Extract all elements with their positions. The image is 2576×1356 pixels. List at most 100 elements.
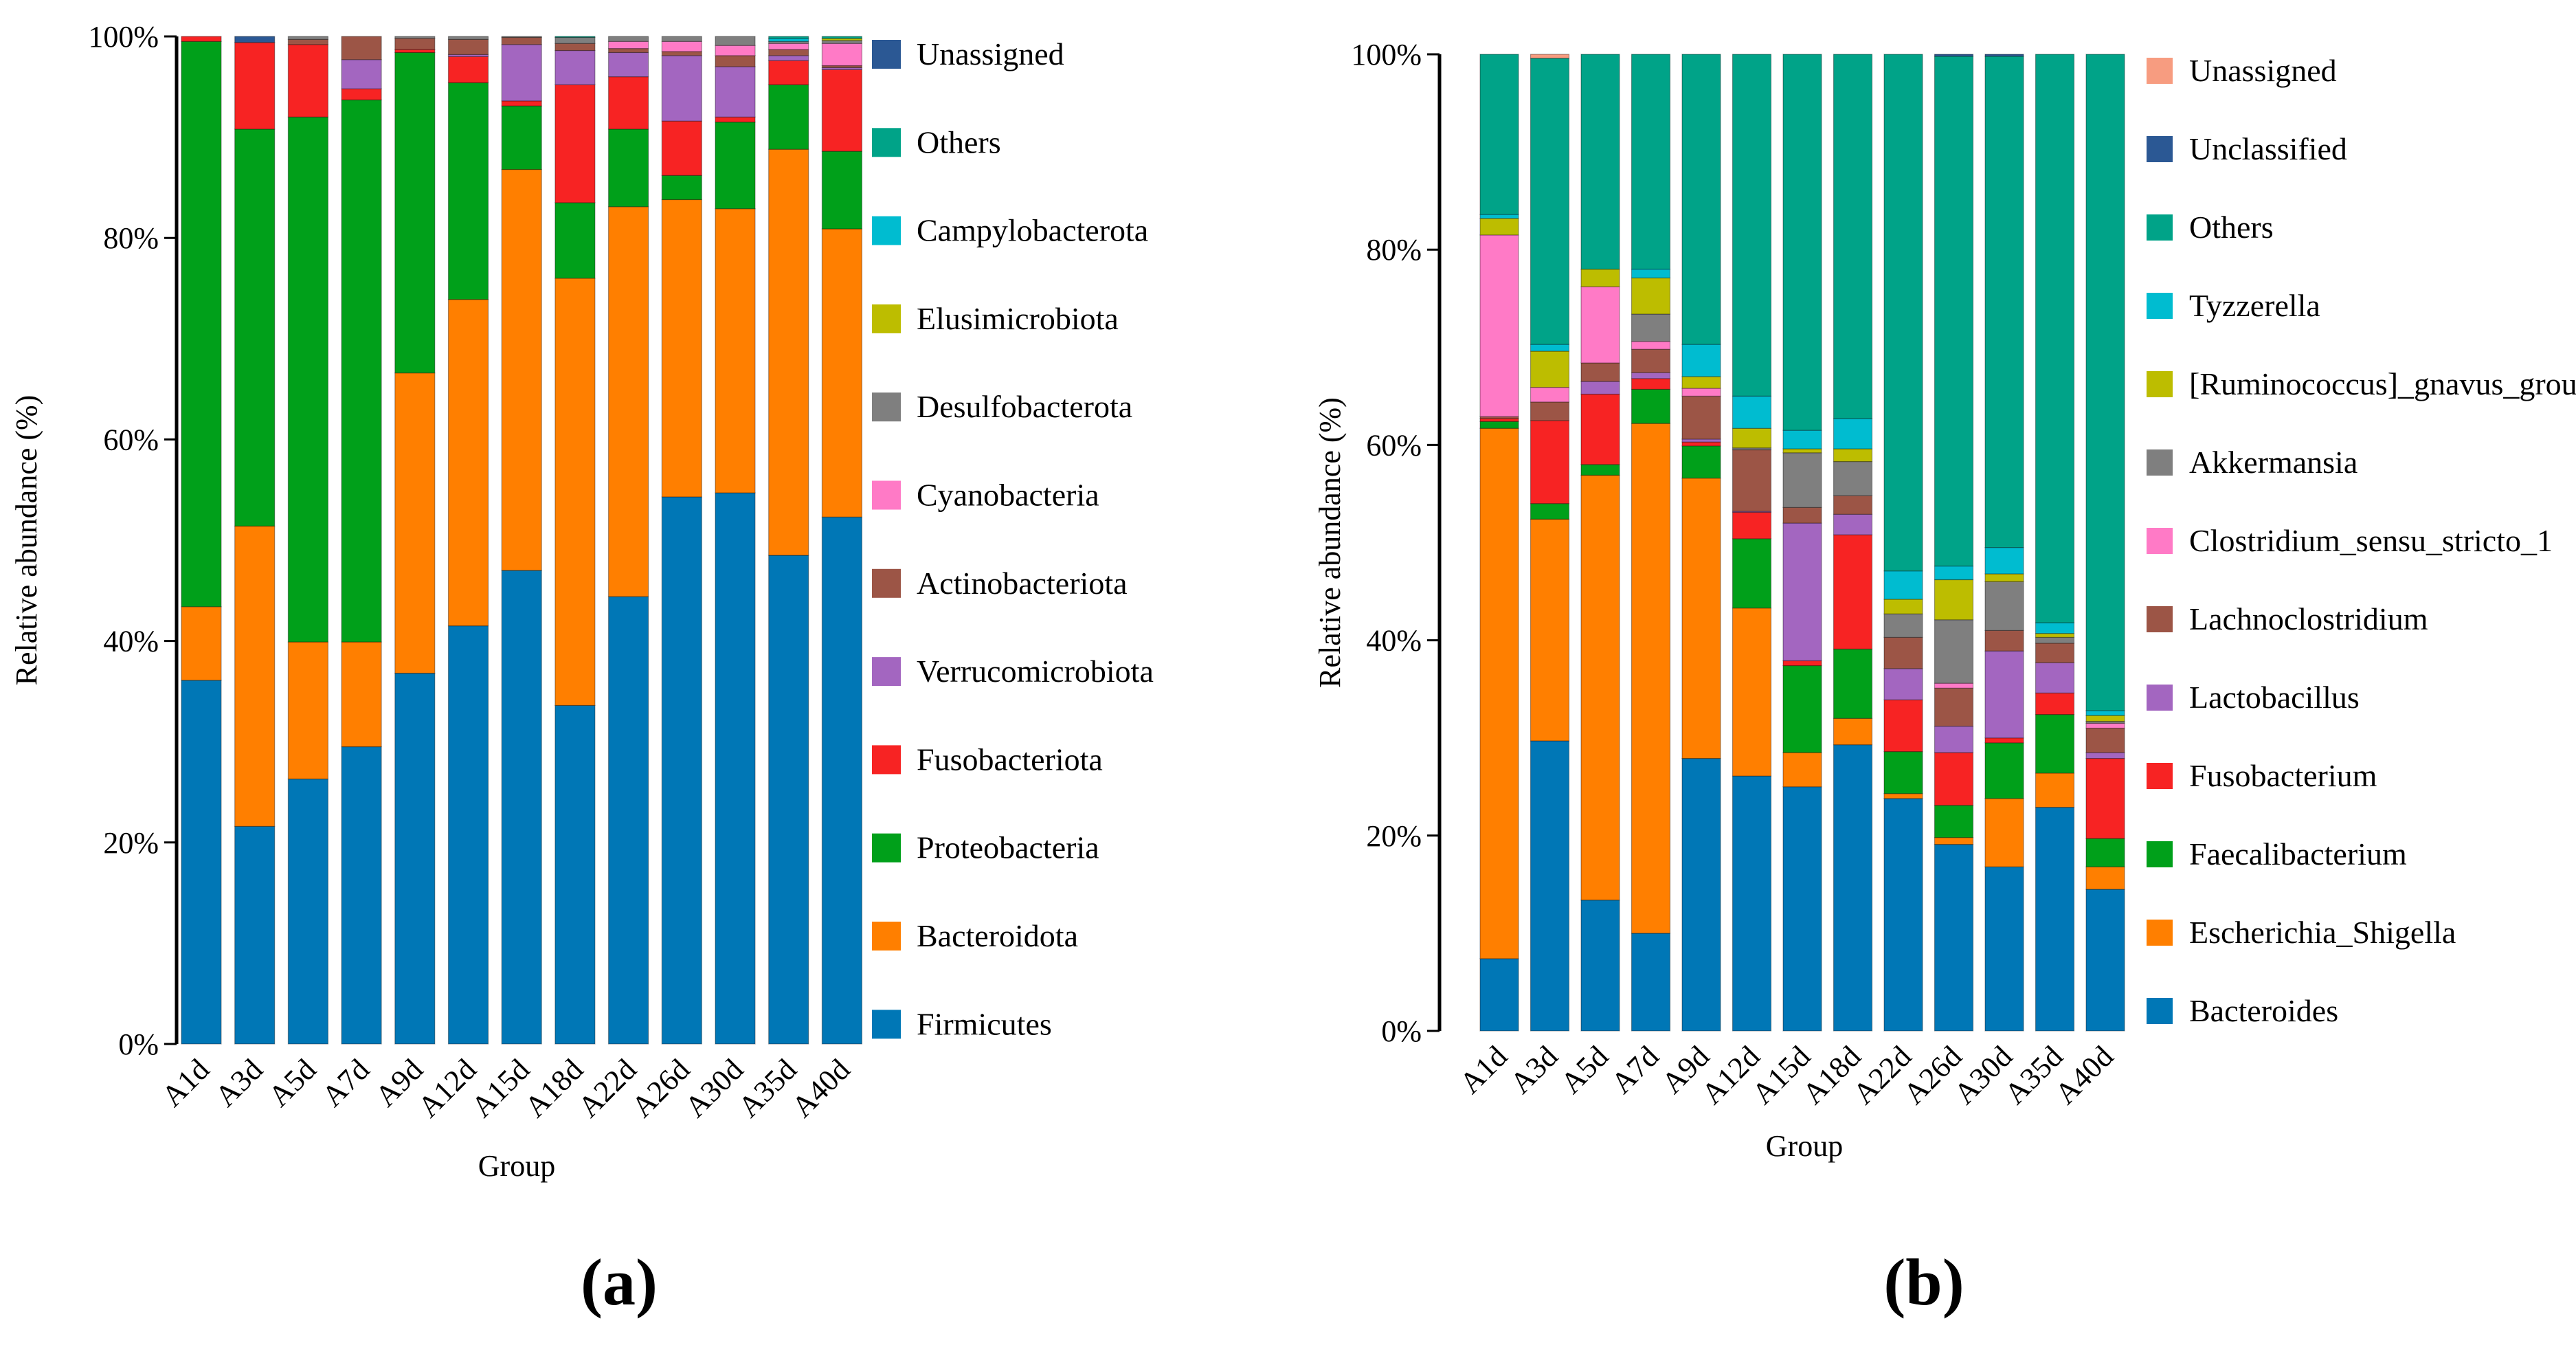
- bar-segment-proteobacteria: [768, 84, 809, 150]
- bar-segment-escherichia-shigella: [1681, 478, 1721, 759]
- bar-segment-bacteroidota: [555, 278, 596, 707]
- bar-segment-akkermansia: [1883, 613, 1923, 638]
- y-tick-label: 40%: [1366, 624, 1422, 658]
- bar-segment-others: [1833, 54, 1873, 419]
- legend-item: Desulfobacterota: [872, 389, 1132, 424]
- x-tick-label: A30d: [1947, 1039, 2019, 1111]
- bar-segment-proteobacteria: [607, 129, 649, 208]
- bar-segment-clostridium-sensu-stricto-1: [1934, 682, 1974, 689]
- x-tick-label: A26d: [1897, 1039, 1969, 1111]
- bar-segment--ruminococcus-gnavus-group: [1530, 351, 1570, 388]
- bar-segment-proteobacteria: [394, 52, 436, 374]
- bar-segment-fusobacterium: [1934, 752, 1974, 806]
- bar-segment-firmicutes: [607, 596, 649, 1045]
- x-tick-label: A7d: [1604, 1039, 1665, 1100]
- bar-segment-tyzzerella: [1934, 566, 1974, 581]
- bar-segment-bacteroidota: [607, 206, 649, 597]
- x-tick-label: A3d: [209, 1052, 269, 1113]
- bar-segment-escherichia-shigella: [1580, 474, 1620, 901]
- legend-label: Bacteroides: [2189, 993, 2338, 1028]
- bar-segment-bacteroidota: [661, 199, 702, 498]
- legend-item: Unclassified: [2147, 131, 2347, 166]
- bar-segment-fusobacteriota: [768, 60, 809, 85]
- bar-segment-actinobacteriota: [447, 38, 489, 55]
- bar-segment-others: [1681, 54, 1721, 345]
- bar-segment-tyzzerella: [1782, 430, 1822, 449]
- y-tick-label: 60%: [1366, 428, 1422, 462]
- x-axis-label: Group: [478, 1149, 555, 1183]
- legend-label: Fusobacteriota: [917, 742, 1103, 777]
- bar-segment-lachnoclostridium: [1580, 362, 1620, 382]
- bar-segment--ruminococcus-gnavus-group: [2035, 633, 2075, 638]
- stacked-bar: [447, 36, 489, 1045]
- bar-segment-escherichia-shigella: [1984, 798, 2024, 867]
- legend-swatch: [872, 128, 901, 157]
- x-tick-label: A15d: [1745, 1039, 1817, 1111]
- bar-segment-fusobacterium: [1732, 511, 1772, 540]
- bar-segment-firmicutes: [447, 625, 489, 1045]
- bar-segment-lachnoclostridium: [1833, 495, 1873, 515]
- legend-item: Firmicutes: [872, 1006, 1052, 1041]
- legend-label: Bacteroidota: [917, 918, 1078, 953]
- bar-segment-verrucomicrobiota: [555, 49, 596, 85]
- bar-segment-unclassified: [1984, 54, 2024, 57]
- bar-segment-bacteroides: [2085, 889, 2125, 1032]
- legend-item: Verrucomicrobiota: [872, 654, 1154, 689]
- legend-swatch: [872, 745, 901, 775]
- bar-segment-faecalibacterium: [1782, 665, 1822, 753]
- legend-label: Clostridium_sensu_stricto_1: [2189, 523, 2553, 558]
- y-axis-label: Relative abundance (%): [10, 395, 43, 686]
- legend-label: Lachnoclostridium: [2189, 601, 2428, 636]
- bar-segment-escherichia-shigella: [1833, 718, 1873, 746]
- stacked-bar: [1681, 54, 1721, 1032]
- bar-segment-tyzzerella: [1984, 547, 2024, 575]
- x-tick-label: A35d: [1998, 1039, 2070, 1111]
- legend-item: Proteobacteria: [872, 830, 1099, 865]
- legend-label: Others: [917, 124, 1001, 159]
- bar-segment-lactobacillus: [1883, 668, 1923, 700]
- legend-label: Escherichia_Shigella: [2189, 915, 2456, 950]
- bar-segment-clostridium-sensu-stricto-1: [1530, 386, 1570, 403]
- bar-segment-actinobacteriota: [341, 36, 382, 60]
- bar-segment-fusobacteriota: [181, 36, 222, 42]
- legend-item: Bacteroidota: [872, 918, 1078, 953]
- bar-segment-faecalibacterium: [1631, 388, 1671, 424]
- legend-item: Others: [872, 124, 1001, 159]
- bar-segment-faecalibacterium: [2085, 838, 2125, 867]
- bar-segment-desulfobacterota: [661, 36, 702, 42]
- bar-segment-tyzzerella: [1479, 214, 1519, 219]
- bar-segment-lactobacillus: [1934, 726, 1974, 753]
- bar-segment-clostridium-sensu-stricto-1: [1580, 286, 1620, 364]
- stacked-bar: [1580, 54, 1620, 1032]
- bar-segment-clostridium-sensu-stricto-1: [1631, 341, 1671, 350]
- bar-segment-fusobacterium: [1833, 534, 1873, 649]
- bar-segment-bacteroidota: [234, 525, 276, 827]
- y-tick-label: 60%: [103, 423, 159, 456]
- bar-segment-fusobacteriota: [661, 120, 702, 176]
- bar-segment-bacteroides: [1732, 775, 1772, 1032]
- legend-swatch: [2147, 920, 2173, 946]
- bar-segment-escherichia-shigella: [2085, 866, 2125, 890]
- x-tick-label: A22d: [1846, 1039, 1918, 1111]
- bar-segment-tyzzerella: [1681, 344, 1721, 377]
- bar-segment-fusobacteriota: [234, 42, 276, 130]
- legend-swatch: [2147, 293, 2173, 319]
- bar-segment-unclassified: [1934, 54, 1974, 57]
- bar-segment-proteobacteria: [821, 151, 863, 230]
- bar-segment--ruminococcus-gnavus-group: [1631, 277, 1671, 315]
- stacked-bar: [715, 36, 756, 1045]
- bar-segment-fusobacteriota: [501, 100, 542, 107]
- legend-item: Actinobacteriota: [872, 566, 1128, 601]
- bar-segment-lachnoclostridium: [1732, 449, 1772, 512]
- bar-segment-bacteroides: [1681, 757, 1721, 1032]
- bar-segment-bacteroidota: [821, 228, 863, 518]
- bar-segment-fusobacterium: [1479, 418, 1519, 422]
- legend-item: Lactobacillus: [2147, 680, 2360, 715]
- legend-label: Unassigned: [917, 36, 1064, 71]
- legend-item: Fusobacterium: [2147, 758, 2377, 793]
- bar-segment-clostridium-sensu-stricto-1: [1681, 388, 1721, 397]
- bar-segment-firmicutes: [821, 516, 863, 1045]
- bar-segment-tyzzerella: [1530, 344, 1570, 352]
- bar-segment--ruminococcus-gnavus-group: [1580, 269, 1620, 287]
- bar-segment-escherichia-shigella: [1934, 837, 1974, 845]
